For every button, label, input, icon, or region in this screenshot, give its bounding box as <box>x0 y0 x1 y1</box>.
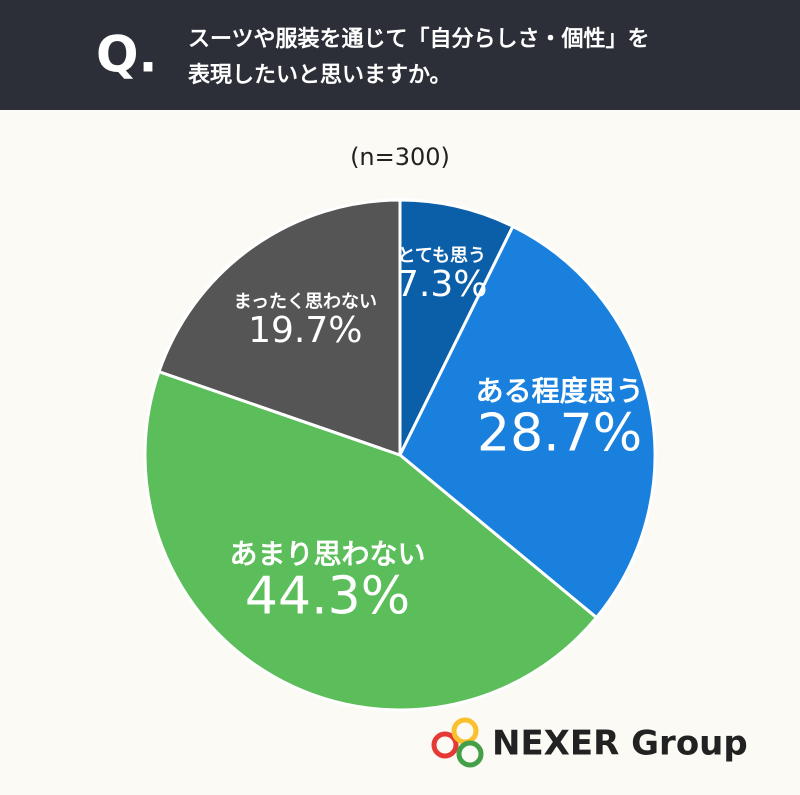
logo-mark <box>431 717 484 768</box>
slice-name: ある程度思う <box>476 374 644 407</box>
subtitle: (n=300) <box>350 143 450 171</box>
pie-slice <box>398 224 657 620</box>
title-line: スーツや服装を通じて「自分らしさ・個性」を <box>188 26 650 52</box>
title-line: 表現したいと思いますか。 <box>188 63 452 88</box>
slice-name: あまり思わない <box>230 537 426 570</box>
pie-slice <box>157 198 402 458</box>
value-label: 19.7% <box>248 310 362 351</box>
logo-text: NEXER Group <box>492 724 748 764</box>
pie-slice <box>398 198 515 456</box>
slice-name: とても思う <box>397 245 486 266</box>
header <box>0 0 800 110</box>
pie-slice <box>143 369 599 712</box>
value-label: 7.3% <box>396 264 487 305</box>
value-label: 44.3% <box>245 566 410 626</box>
q-label: Q. <box>96 26 158 84</box>
slice-name: まったく思わない <box>234 291 377 312</box>
value-label: 28.7% <box>477 403 642 463</box>
